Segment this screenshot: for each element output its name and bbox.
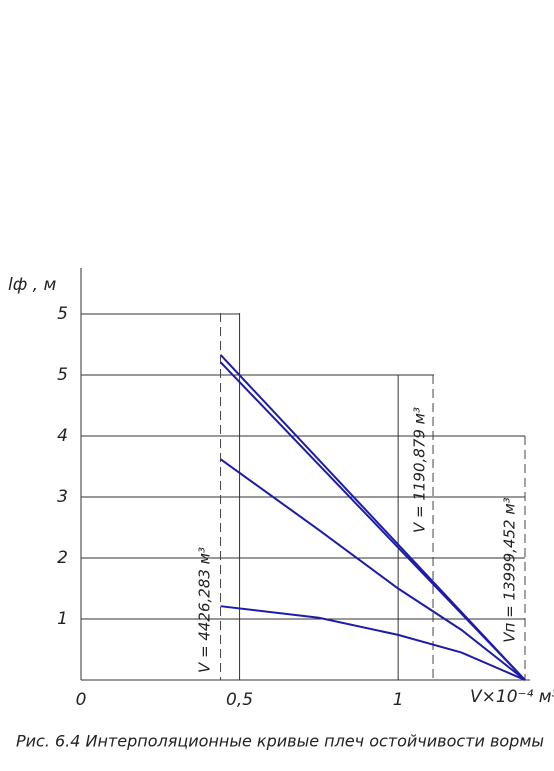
marker-label: V = 1190,879 м³ bbox=[411, 407, 429, 533]
marker-label: V = 4426,283 м³ bbox=[196, 547, 214, 673]
y-axis-label: lф , м bbox=[8, 275, 56, 295]
x-tick-label: 1 bbox=[393, 690, 404, 710]
x-tick-label: 0,5 bbox=[226, 690, 253, 710]
curve bbox=[219, 458, 526, 681]
y-tick-label: 2 bbox=[57, 548, 68, 568]
curve bbox=[220, 605, 526, 681]
x-tick-label: 0 bbox=[76, 690, 87, 710]
x-axis-label: V×10⁻⁴ м³ bbox=[470, 687, 554, 707]
y-tick-label: 3 bbox=[57, 487, 68, 507]
marker-label: Vп = 13999,452 м³ bbox=[501, 497, 519, 642]
y-tick-label: 4 bbox=[57, 426, 68, 446]
y-tick-label: 5 bbox=[57, 304, 68, 324]
curve bbox=[219, 361, 526, 681]
y-tick-label: 1 bbox=[57, 609, 68, 629]
caption: Рис. 6.4 Интерполяционные кривые плеч ос… bbox=[16, 732, 544, 751]
y-tick-label: 5 bbox=[57, 365, 68, 385]
